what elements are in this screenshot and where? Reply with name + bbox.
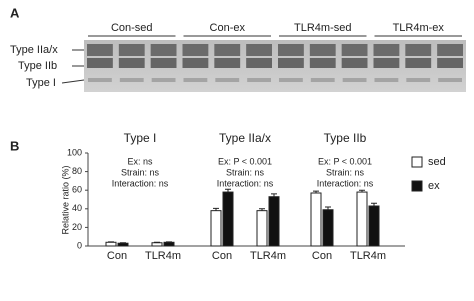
x-tick-label: Con xyxy=(212,250,232,262)
gel-lane xyxy=(246,58,272,68)
gel-lane xyxy=(87,44,113,56)
error-bar xyxy=(313,190,319,193)
gel-lane xyxy=(87,58,113,68)
gel-lane xyxy=(151,78,176,82)
error-bar xyxy=(371,202,377,207)
gel-lane xyxy=(214,58,241,68)
y-axis-label: Relative ratio (%) xyxy=(60,165,70,234)
bar xyxy=(210,210,222,247)
gel-lane xyxy=(373,44,400,56)
gel-lane xyxy=(214,44,241,56)
legend-swatch xyxy=(411,156,423,168)
annotation: Interaction: ns xyxy=(317,178,374,188)
bar xyxy=(322,209,334,247)
gel-lane xyxy=(119,78,144,82)
group-title: Type IIa/x xyxy=(219,131,271,145)
error-bar xyxy=(325,206,331,210)
gel-lane xyxy=(373,58,400,68)
gel-lane xyxy=(279,78,303,82)
annotation: Strain: ns xyxy=(326,167,365,177)
group-title: Type I xyxy=(124,131,157,145)
bar xyxy=(222,191,234,247)
error-bar xyxy=(213,207,219,211)
gel-lane xyxy=(246,44,272,56)
gel-lane xyxy=(182,44,209,56)
panel-label: B xyxy=(10,138,19,153)
gel-lane xyxy=(310,78,335,82)
gel-lane xyxy=(405,58,432,68)
legend-label: sed xyxy=(428,156,446,168)
bar xyxy=(356,191,368,247)
gel-background xyxy=(84,40,466,92)
gel-lane xyxy=(437,58,463,68)
annotation: Interaction: ns xyxy=(217,178,274,188)
error-bar xyxy=(359,189,365,193)
x-tick-label: TLR4m xyxy=(250,250,286,262)
bar xyxy=(163,241,175,247)
bar xyxy=(268,196,280,247)
gel-lane xyxy=(437,44,463,56)
gel-lane xyxy=(309,58,336,68)
y-tick-label: 100 xyxy=(67,147,82,157)
gel-image xyxy=(84,40,466,92)
y-tick-label: 40 xyxy=(72,203,82,213)
gel-lane xyxy=(183,78,208,82)
legend-swatch xyxy=(411,180,423,192)
gel-lane xyxy=(247,78,271,82)
gel-lane xyxy=(341,44,368,56)
y-tick-label: 80 xyxy=(72,166,82,176)
gel-lane xyxy=(278,44,304,56)
error-bar xyxy=(225,188,231,193)
legend-label: ex xyxy=(428,180,440,192)
gel-lane xyxy=(150,58,177,68)
y-tick-label: 0 xyxy=(77,240,82,250)
group-title: Type IIb xyxy=(324,131,367,145)
bar xyxy=(151,242,163,247)
annotation: Ex: ns xyxy=(127,156,153,166)
lane-group-label: Con-sed xyxy=(111,22,153,34)
annotation: Strain: ns xyxy=(121,167,160,177)
gel-lane xyxy=(341,58,368,68)
band-label: Type IIa/x xyxy=(10,44,58,56)
x-tick-label: TLR4m xyxy=(145,250,181,262)
error-bar xyxy=(259,208,265,211)
x-tick-label: Con xyxy=(312,250,332,262)
gel-lane xyxy=(309,44,336,56)
annotation: Interaction: ns xyxy=(112,178,169,188)
bar xyxy=(117,242,129,247)
gel-lane xyxy=(406,78,431,82)
bar xyxy=(256,210,268,247)
panel-label: A xyxy=(10,5,20,20)
gel-lane xyxy=(342,78,367,82)
band-label: Type I xyxy=(26,77,56,89)
gel-lane xyxy=(182,58,209,68)
gel-lane xyxy=(118,44,145,56)
x-tick-label: TLR4m xyxy=(350,250,386,262)
gel-lane xyxy=(438,78,462,82)
gel-lane xyxy=(150,44,177,56)
gel-lane xyxy=(88,78,112,82)
bar xyxy=(368,205,380,247)
annotation: Strain: ns xyxy=(226,167,265,177)
y-tick-label: 60 xyxy=(72,185,82,195)
annotation: Ex: P < 0.001 xyxy=(218,156,272,166)
gel-lane xyxy=(405,44,432,56)
gel-lane xyxy=(215,78,240,82)
annotation: Ex: P < 0.001 xyxy=(318,156,372,166)
band-arrow xyxy=(61,79,85,84)
gel-lane xyxy=(374,78,399,82)
lane-group-label: TLR4m-sed xyxy=(294,22,351,34)
x-tick-label: Con xyxy=(107,250,127,262)
bar xyxy=(105,241,117,247)
band-label: Type IIb xyxy=(18,60,57,72)
y-tick-label: 20 xyxy=(72,222,82,232)
error-bar xyxy=(271,193,277,197)
gel-lane xyxy=(278,58,304,68)
bar xyxy=(310,192,322,247)
lane-group-label: Con-ex xyxy=(210,22,246,34)
gel-lane xyxy=(118,58,145,68)
lane-group-label: TLR4m-ex xyxy=(393,22,445,34)
